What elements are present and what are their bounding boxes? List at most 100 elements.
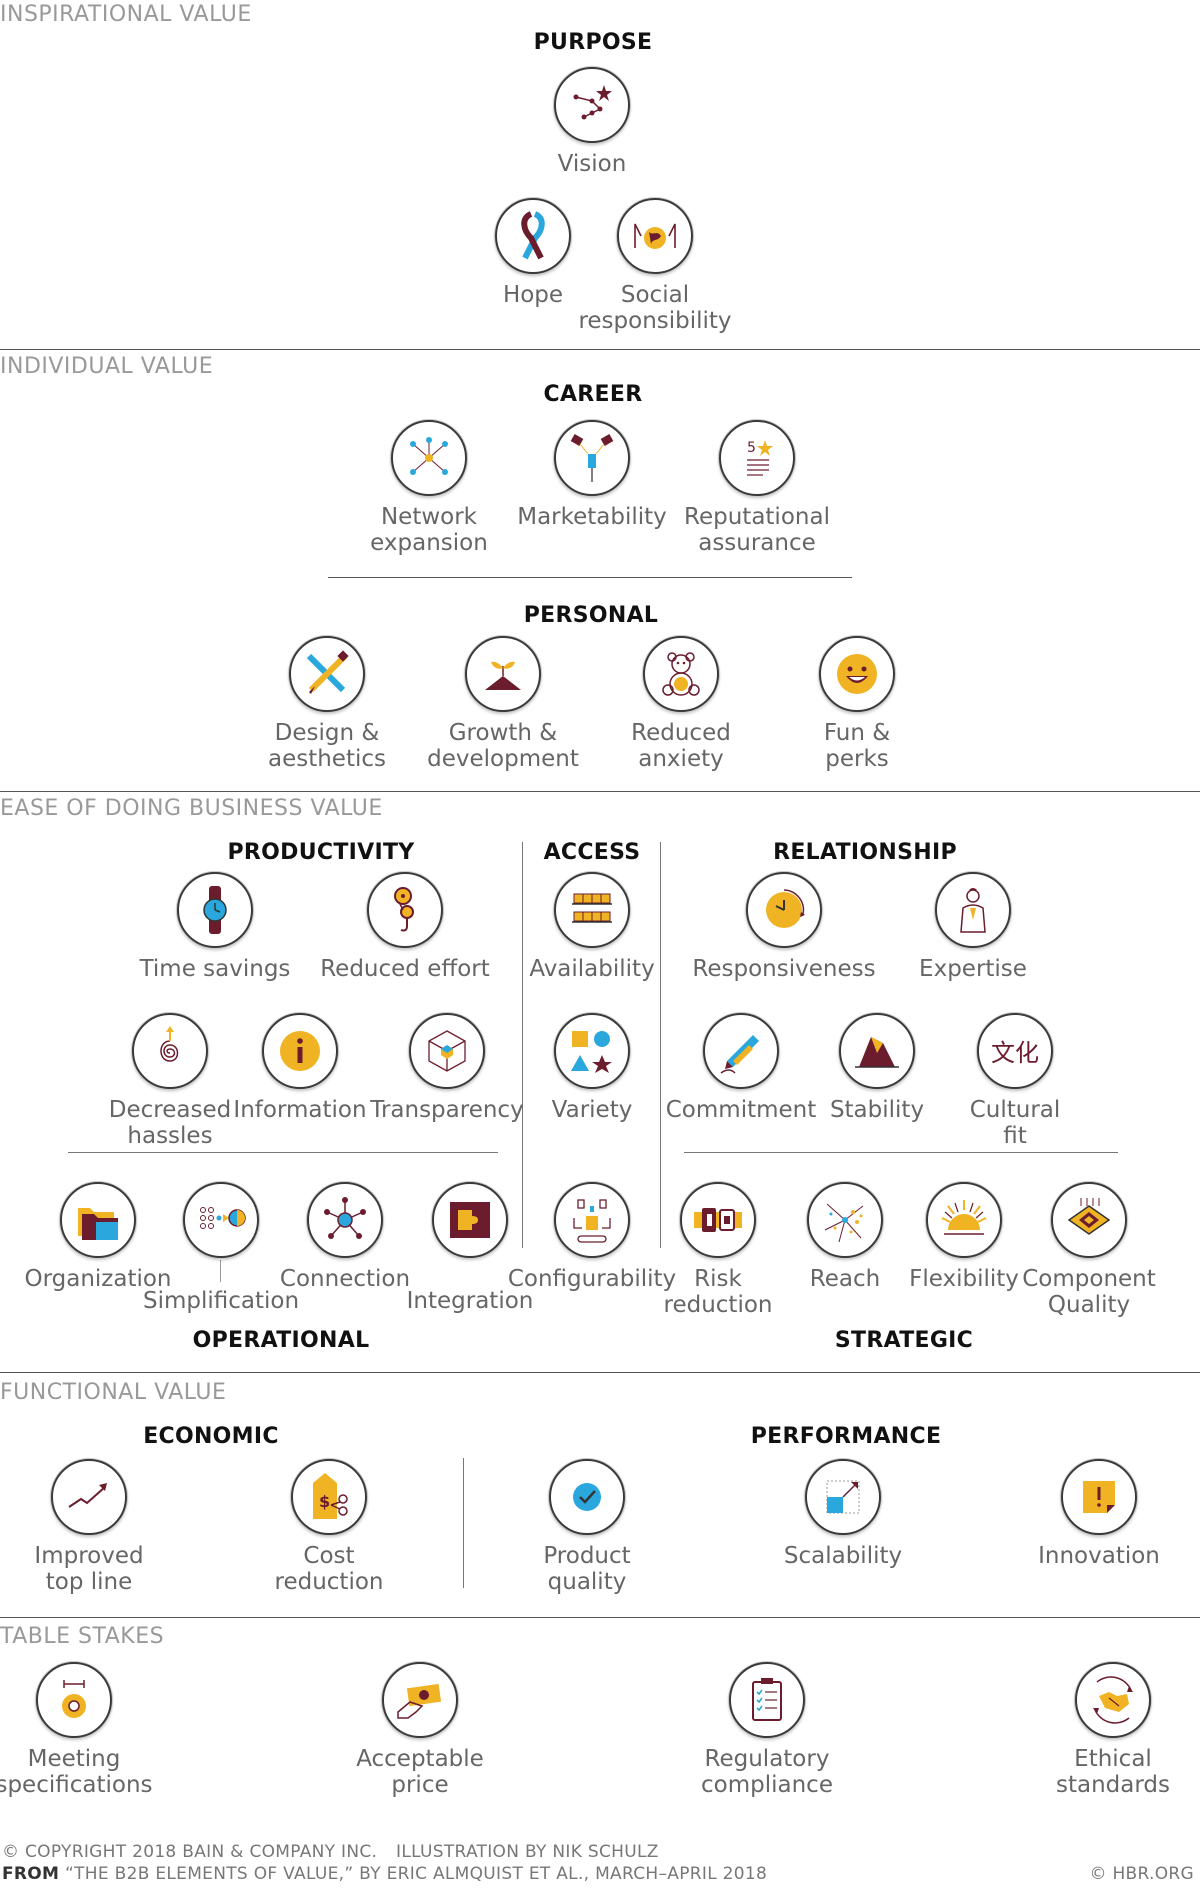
illustration-credit: ILLUSTRATION BY NIK SCHULZ xyxy=(396,1842,659,1862)
element-regulatory-compliance: Regulatory compliance xyxy=(682,1662,852,1798)
label: Fun & perks xyxy=(823,720,891,772)
element-risk-reduction: Risk reduction xyxy=(633,1182,803,1318)
element-reduced-anxiety: Reduced anxiety xyxy=(596,636,766,772)
element-information: Information xyxy=(215,1013,385,1123)
element-organization: Organization xyxy=(13,1182,183,1292)
label: Flexibility xyxy=(909,1266,1019,1292)
source-citation: FROM “THE B2B ELEMENTS OF VALUE,” BY ERI… xyxy=(2,1864,767,1884)
clipboard-checklist-icon xyxy=(729,1662,805,1738)
signing-pen-icon xyxy=(703,1013,779,1089)
element-marketability: Marketability xyxy=(507,420,677,530)
pencil-brush-icon xyxy=(289,636,365,712)
label: Cost reduction xyxy=(274,1543,384,1595)
chinese-characters-icon: 文化 xyxy=(977,1013,1053,1089)
category-economic: ECONOMIC xyxy=(143,1424,279,1449)
element-improved-top-line: Improved top line xyxy=(4,1459,174,1595)
teddy-bear-icon xyxy=(643,636,719,712)
element-reduced-effort: Reduced effort xyxy=(320,872,490,982)
category-access: ACCESS xyxy=(543,840,641,865)
sprout-icon xyxy=(465,636,541,712)
divider xyxy=(220,1260,221,1282)
from-text: “THE B2B ELEMENTS OF VALUE,” BY ERIC ALM… xyxy=(65,1864,768,1884)
from-label: FROM xyxy=(2,1864,60,1884)
element-design-aesthetics: Design & aesthetics xyxy=(242,636,412,772)
element-cost-reduction: $ Cost reduction xyxy=(244,1459,414,1595)
element-ethical-standards: Ethical standards xyxy=(1028,1662,1198,1798)
label: Reach xyxy=(809,1266,881,1292)
element-simplification: Simplification xyxy=(136,1182,306,1314)
element-cultural-fit: 文化 Cultural fit xyxy=(930,1013,1100,1149)
label: Cultural fit xyxy=(969,1097,1061,1149)
element-scalability: Scalability xyxy=(758,1459,928,1569)
label: Reputational assurance xyxy=(684,504,830,556)
label: Component Quality xyxy=(1022,1266,1156,1318)
shelves-icon xyxy=(554,872,630,948)
label: Hope xyxy=(502,282,564,308)
element-growth-development: Growth & development xyxy=(418,636,588,772)
label: Product quality xyxy=(543,1543,631,1595)
rating-document-icon: 5 xyxy=(719,420,795,496)
label: Social responsibility xyxy=(578,282,732,334)
label: Meeting specifications xyxy=(0,1746,153,1798)
trend-up-icon xyxy=(51,1459,127,1535)
label: Expertise xyxy=(919,956,1027,982)
label: Vision xyxy=(557,151,627,177)
section-functional: FUNCTIONAL VALUE xyxy=(0,1380,227,1405)
category-purpose: PURPOSE xyxy=(533,30,653,55)
category-strategic: STRATEGIC xyxy=(834,1328,974,1353)
clock-icon xyxy=(746,872,822,948)
divider xyxy=(68,1152,498,1153)
label: Time savings xyxy=(139,956,291,982)
divider xyxy=(522,842,523,1248)
section-inspirational: INSPIRATIONAL VALUE xyxy=(0,2,252,27)
network-icon xyxy=(391,420,467,496)
money-hand-icon xyxy=(382,1662,458,1738)
label: Improved top line xyxy=(34,1543,144,1595)
label: Variety xyxy=(551,1097,633,1123)
label: Network expansion xyxy=(370,504,488,556)
pulley-icon xyxy=(367,872,443,948)
section-individual: INDIVIDUAL VALUE xyxy=(0,354,214,379)
element-variety: Variety xyxy=(507,1013,677,1123)
spotlight-icon xyxy=(554,420,630,496)
label: Configurability xyxy=(507,1266,677,1292)
globe-hands-icon xyxy=(617,198,693,274)
element-vision: Vision xyxy=(507,67,677,177)
spiral-arrow-icon xyxy=(132,1013,208,1089)
element-social-responsibility: Social responsibility xyxy=(570,198,740,334)
label: Risk reduction xyxy=(663,1266,773,1318)
checkmark-icon xyxy=(549,1459,625,1535)
element-stability: Stability xyxy=(792,1013,962,1123)
element-responsiveness: Responsiveness xyxy=(692,872,876,982)
label: Growth & development xyxy=(427,720,579,772)
element-transparency: Transparency xyxy=(362,1013,532,1123)
label: Availability xyxy=(529,956,655,982)
element-integration: Integration xyxy=(385,1182,555,1314)
section-ease: EASE OF DOING BUSINESS VALUE xyxy=(0,796,383,821)
sticky-note-icon xyxy=(1061,1459,1137,1535)
element-fun-perks: Fun & perks xyxy=(772,636,942,772)
category-productivity: PRODUCTIVITY xyxy=(227,840,415,865)
folders-icon xyxy=(60,1182,136,1258)
label: Reduced effort xyxy=(320,956,490,982)
svg-text:$: $ xyxy=(319,1492,330,1511)
hbr-credit: © HBR.ORG xyxy=(1089,1864,1194,1884)
dots-simplify-icon xyxy=(183,1182,259,1258)
label: Organization xyxy=(24,1266,172,1292)
category-operational: OPERATIONAL xyxy=(192,1328,370,1353)
element-commitment: Commitment xyxy=(656,1013,826,1123)
element-network-expansion: Network expansion xyxy=(344,420,514,556)
label: Stability xyxy=(829,1097,925,1123)
label: Decreased hassles xyxy=(108,1097,232,1149)
label: Acceptable price xyxy=(356,1746,484,1798)
ribbon-icon xyxy=(495,198,571,274)
hub-icon xyxy=(307,1182,383,1258)
burst-icon xyxy=(807,1182,883,1258)
divider xyxy=(684,1152,1118,1153)
divider xyxy=(0,1617,1200,1618)
element-component-quality: Component Quality xyxy=(1004,1182,1174,1318)
divider xyxy=(660,842,661,1248)
sunburst-icon xyxy=(926,1182,1002,1258)
label: Information xyxy=(233,1097,367,1123)
label: Responsiveness xyxy=(692,956,876,982)
